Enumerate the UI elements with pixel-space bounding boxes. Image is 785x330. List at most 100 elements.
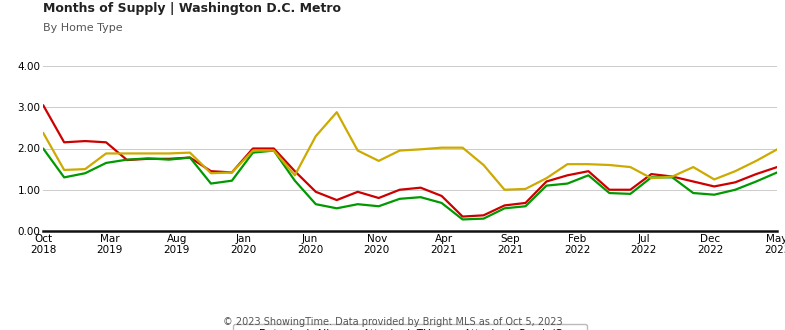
- Attached: Condo/Coop: (2, 1.5): Condo/Coop: (2, 1.5): [80, 167, 89, 171]
- Detached: All: (7, 1.78): All: (7, 1.78): [185, 155, 195, 159]
- Attached: TH: (31, 0.92): TH: (31, 0.92): [688, 191, 698, 195]
- Attached: TH: (13, 0.65): TH: (13, 0.65): [311, 202, 320, 206]
- Attached: Condo/Coop: (8, 1.4): Condo/Coop: (8, 1.4): [206, 171, 216, 175]
- Detached: All: (3, 2.15): All: (3, 2.15): [101, 140, 111, 144]
- Detached: All: (19, 0.85): All: (19, 0.85): [437, 194, 447, 198]
- Attached: Condo/Coop: (18, 1.98): Condo/Coop: (18, 1.98): [416, 147, 425, 151]
- Attached: Condo/Coop: (4, 1.88): Condo/Coop: (4, 1.88): [122, 151, 132, 155]
- Attached: TH: (21, 0.3): TH: (21, 0.3): [479, 216, 488, 220]
- Attached: Condo/Coop: (26, 1.62): Condo/Coop: (26, 1.62): [584, 162, 593, 166]
- Detached: All: (32, 1.08): All: (32, 1.08): [710, 184, 719, 188]
- Attached: Condo/Coop: (32, 1.25): Condo/Coop: (32, 1.25): [710, 178, 719, 182]
- Attached: Condo/Coop: (33, 1.45): Condo/Coop: (33, 1.45): [731, 169, 740, 173]
- Attached: Condo/Coop: (23, 1.02): Condo/Coop: (23, 1.02): [520, 187, 530, 191]
- Attached: Condo/Coop: (29, 1.28): Condo/Coop: (29, 1.28): [647, 176, 656, 180]
- Attached: Condo/Coop: (35, 1.98): Condo/Coop: (35, 1.98): [772, 147, 782, 151]
- Attached: Condo/Coop: (9, 1.42): Condo/Coop: (9, 1.42): [227, 170, 236, 174]
- Attached: Condo/Coop: (1, 1.48): Condo/Coop: (1, 1.48): [60, 168, 69, 172]
- Attached: Condo/Coop: (13, 2.3): Condo/Coop: (13, 2.3): [311, 134, 320, 138]
- Detached: All: (17, 1): All: (17, 1): [395, 188, 404, 192]
- Detached: All: (21, 0.38): All: (21, 0.38): [479, 214, 488, 217]
- Text: By Home Type: By Home Type: [43, 23, 122, 33]
- Attached: TH: (6, 1.73): TH: (6, 1.73): [164, 158, 173, 162]
- Attached: Condo/Coop: (0, 2.38): Condo/Coop: (0, 2.38): [38, 131, 48, 135]
- Attached: Condo/Coop: (19, 2.02): Condo/Coop: (19, 2.02): [437, 146, 447, 150]
- Attached: TH: (1, 1.3): TH: (1, 1.3): [60, 176, 69, 180]
- Detached: All: (8, 1.45): All: (8, 1.45): [206, 169, 216, 173]
- Detached: All: (2, 2.18): All: (2, 2.18): [80, 139, 89, 143]
- Line: Attached: Condo/Coop: Attached: Condo/Coop: [43, 112, 777, 190]
- Attached: Condo/Coop: (12, 1.35): Condo/Coop: (12, 1.35): [290, 173, 300, 177]
- Attached: TH: (11, 1.95): TH: (11, 1.95): [269, 148, 279, 152]
- Detached: All: (13, 0.95): All: (13, 0.95): [311, 190, 320, 194]
- Attached: Condo/Coop: (14, 2.88): Condo/Coop: (14, 2.88): [332, 110, 341, 114]
- Legend: Detached: All, Attached: TH, Attached: Condo/Coop: Detached: All, Attached: TH, Attached: C…: [233, 324, 587, 330]
- Attached: Condo/Coop: (20, 2.02): Condo/Coop: (20, 2.02): [458, 146, 467, 150]
- Attached: TH: (29, 1.3): TH: (29, 1.3): [647, 176, 656, 180]
- Text: Months of Supply | Washington D.C. Metro: Months of Supply | Washington D.C. Metro: [43, 2, 341, 15]
- Attached: TH: (8, 1.15): TH: (8, 1.15): [206, 182, 216, 185]
- Attached: TH: (5, 1.76): TH: (5, 1.76): [144, 156, 153, 160]
- Attached: TH: (33, 1): TH: (33, 1): [731, 188, 740, 192]
- Detached: All: (23, 0.68): All: (23, 0.68): [520, 201, 530, 205]
- Attached: TH: (3, 1.65): TH: (3, 1.65): [101, 161, 111, 165]
- Line: Detached: All: Detached: All: [43, 105, 777, 216]
- Detached: All: (35, 1.55): All: (35, 1.55): [772, 165, 782, 169]
- Attached: Condo/Coop: (15, 1.95): Condo/Coop: (15, 1.95): [353, 148, 363, 152]
- Attached: TH: (22, 0.55): TH: (22, 0.55): [500, 206, 509, 210]
- Detached: All: (18, 1.05): All: (18, 1.05): [416, 186, 425, 190]
- Detached: All: (34, 1.38): All: (34, 1.38): [751, 172, 761, 176]
- Attached: Condo/Coop: (11, 1.95): Condo/Coop: (11, 1.95): [269, 148, 279, 152]
- Attached: TH: (25, 1.15): TH: (25, 1.15): [563, 182, 572, 185]
- Detached: All: (5, 1.75): All: (5, 1.75): [144, 157, 153, 161]
- Detached: All: (16, 0.8): All: (16, 0.8): [374, 196, 383, 200]
- Attached: TH: (16, 0.6): TH: (16, 0.6): [374, 204, 383, 208]
- Detached: All: (11, 2): All: (11, 2): [269, 147, 279, 150]
- Attached: Condo/Coop: (3, 1.88): Condo/Coop: (3, 1.88): [101, 151, 111, 155]
- Attached: Condo/Coop: (25, 1.62): Condo/Coop: (25, 1.62): [563, 162, 572, 166]
- Detached: All: (26, 1.45): All: (26, 1.45): [584, 169, 593, 173]
- Attached: Condo/Coop: (17, 1.95): Condo/Coop: (17, 1.95): [395, 148, 404, 152]
- Attached: TH: (0, 2): TH: (0, 2): [38, 147, 48, 150]
- Attached: Condo/Coop: (31, 1.55): Condo/Coop: (31, 1.55): [688, 165, 698, 169]
- Attached: TH: (2, 1.4): TH: (2, 1.4): [80, 171, 89, 175]
- Attached: TH: (24, 1.1): TH: (24, 1.1): [542, 183, 551, 187]
- Attached: Condo/Coop: (5, 1.88): Condo/Coop: (5, 1.88): [144, 151, 153, 155]
- Attached: TH: (7, 1.78): TH: (7, 1.78): [185, 155, 195, 159]
- Detached: All: (29, 1.38): All: (29, 1.38): [647, 172, 656, 176]
- Detached: All: (30, 1.32): All: (30, 1.32): [667, 175, 677, 179]
- Detached: All: (15, 0.95): All: (15, 0.95): [353, 190, 363, 194]
- Attached: Condo/Coop: (27, 1.6): Condo/Coop: (27, 1.6): [604, 163, 614, 167]
- Detached: All: (4, 1.72): All: (4, 1.72): [122, 158, 132, 162]
- Attached: TH: (4, 1.73): TH: (4, 1.73): [122, 158, 132, 162]
- Detached: All: (9, 1.42): All: (9, 1.42): [227, 170, 236, 174]
- Attached: TH: (26, 1.35): TH: (26, 1.35): [584, 173, 593, 177]
- Attached: Condo/Coop: (21, 1.6): Condo/Coop: (21, 1.6): [479, 163, 488, 167]
- Attached: TH: (9, 1.22): TH: (9, 1.22): [227, 179, 236, 183]
- Detached: All: (0, 3.05): All: (0, 3.05): [38, 103, 48, 107]
- Attached: Condo/Coop: (34, 1.7): Condo/Coop: (34, 1.7): [751, 159, 761, 163]
- Detached: All: (22, 0.62): All: (22, 0.62): [500, 203, 509, 208]
- Attached: Condo/Coop: (16, 1.7): Condo/Coop: (16, 1.7): [374, 159, 383, 163]
- Attached: Condo/Coop: (22, 1): Condo/Coop: (22, 1): [500, 188, 509, 192]
- Attached: TH: (19, 0.68): TH: (19, 0.68): [437, 201, 447, 205]
- Attached: TH: (23, 0.6): TH: (23, 0.6): [520, 204, 530, 208]
- Attached: TH: (27, 0.92): TH: (27, 0.92): [604, 191, 614, 195]
- Detached: All: (31, 1.2): All: (31, 1.2): [688, 180, 698, 183]
- Detached: All: (10, 2): All: (10, 2): [248, 147, 257, 150]
- Line: Attached: TH: Attached: TH: [43, 148, 777, 219]
- Attached: TH: (35, 1.42): TH: (35, 1.42): [772, 170, 782, 174]
- Detached: All: (12, 1.45): All: (12, 1.45): [290, 169, 300, 173]
- Attached: TH: (15, 0.65): TH: (15, 0.65): [353, 202, 363, 206]
- Attached: Condo/Coop: (10, 1.95): Condo/Coop: (10, 1.95): [248, 148, 257, 152]
- Attached: Condo/Coop: (7, 1.9): Condo/Coop: (7, 1.9): [185, 150, 195, 154]
- Detached: All: (20, 0.35): All: (20, 0.35): [458, 214, 467, 218]
- Detached: All: (25, 1.35): All: (25, 1.35): [563, 173, 572, 177]
- Attached: TH: (30, 1.3): TH: (30, 1.3): [667, 176, 677, 180]
- Attached: TH: (20, 0.28): TH: (20, 0.28): [458, 217, 467, 221]
- Attached: TH: (14, 0.55): TH: (14, 0.55): [332, 206, 341, 210]
- Attached: Condo/Coop: (28, 1.55): Condo/Coop: (28, 1.55): [626, 165, 635, 169]
- Attached: Condo/Coop: (24, 1.28): Condo/Coop: (24, 1.28): [542, 176, 551, 180]
- Detached: All: (24, 1.2): All: (24, 1.2): [542, 180, 551, 183]
- Attached: TH: (12, 1.22): TH: (12, 1.22): [290, 179, 300, 183]
